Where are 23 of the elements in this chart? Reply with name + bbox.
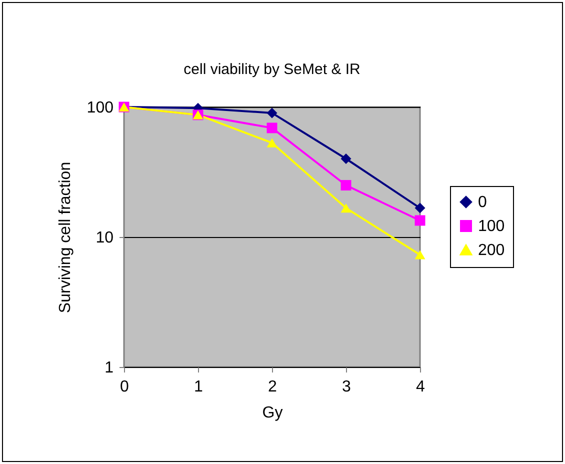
x-tick-label: 4 [416, 378, 426, 396]
legend-label: 200 [478, 242, 505, 259]
x-tick-label: 0 [120, 378, 130, 396]
point [340, 204, 352, 213]
point [266, 108, 278, 118]
point [266, 138, 278, 148]
x-tick-label: 1 [194, 378, 204, 396]
x-tick-label: 2 [268, 378, 278, 396]
x-axis-title: Gy [262, 404, 283, 422]
point [340, 180, 352, 191]
point [414, 215, 426, 226]
legend-label: 0 [478, 194, 487, 211]
y-tick-label: 10 [96, 230, 114, 246]
y-tick-label: 1 [104, 360, 114, 376]
chart-title: cell viability by SeMet & IR [184, 61, 361, 78]
point [414, 202, 426, 214]
point [340, 153, 352, 164]
point [414, 250, 426, 260]
x-tick-label: 3 [342, 378, 352, 396]
legend-label: 100 [478, 218, 505, 235]
y-axis-title: Surviving cell fraction [56, 162, 74, 314]
y-tick-label: 100 [86, 100, 114, 116]
point [266, 122, 278, 134]
